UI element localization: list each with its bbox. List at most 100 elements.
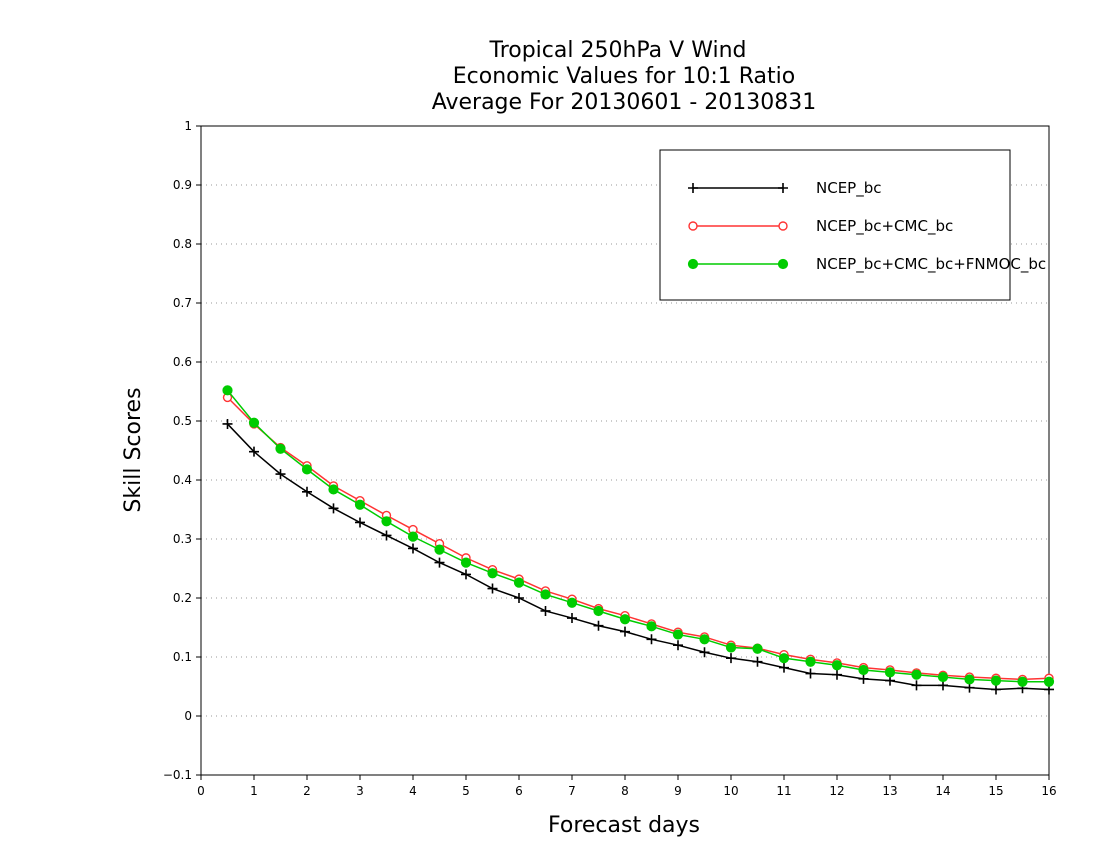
x-tick-label: 2 [303,784,311,798]
data-point-ncep-bc [726,653,736,664]
data-point-ncep-bc-cmc-bc-fnmoc-bc [434,544,445,555]
data-point-ncep-bc [487,583,498,594]
series-ncep-bc [222,418,1054,695]
x-tick-label: 7 [568,784,576,798]
data-point-ncep-bc-cmc-bc-fnmoc-bc [513,577,525,588]
data-point-ncep-bc [249,446,259,457]
chart-title-line-1: Tropical 250hPa V Wind [488,38,746,63]
y-tick-label: 0.1 [173,650,192,664]
x-axis-label: Forecast days [548,813,700,838]
data-point-ncep-bc-cmc-bc-fnmoc-bc [566,597,578,608]
legend-label-ncep-bc: NCEP_bc [816,179,882,198]
data-point-ncep-bc-cmc-bc-fnmoc-bc [964,674,975,685]
data-point-ncep-bc [673,640,683,651]
data-point-ncep-bc [991,684,1001,695]
data-point-ncep-bc-cmc-bc-fnmoc-bc [778,653,790,664]
data-point-ncep-bc-cmc-bc-fnmoc-bc [752,643,763,654]
legend-box [659,149,1011,301]
y-tick-label: 0.8 [173,237,192,251]
data-point-ncep-bc-cmc-bc-fnmoc-bc [805,656,816,667]
data-point-ncep-bc-cmc-bc-fnmoc-bc [487,568,498,579]
x-tick-label: 5 [462,784,470,798]
x-tick-label: 4 [409,784,417,798]
series-line-ncep-bc [226,423,1050,691]
series-line-ncep-bc-cmc-bc-fnmoc-bc [226,389,1049,683]
y-axis: −0.1 0 0.1 0.2 0.3 0.4 0.5 0.6 0.7 0.8 0.9 1 [163,119,201,782]
data-point-ncep-bc [567,613,577,624]
data-point-ncep-bc-cmc-bc-fnmoc-bc [1043,676,1055,687]
x-tick-label: 3 [356,784,364,798]
y-tick-label: 0.6 [173,355,192,369]
series-layer [222,385,1055,695]
data-point-ncep-bc-cmc-bc-fnmoc-bc [275,443,286,454]
x-axis: 0 1 2 3 4 5 6 7 8 9 10 11 12 13 14 15 16 [197,775,1057,798]
data-point-ncep-bc-cmc-bc-fnmoc-bc [831,660,843,671]
x-tick-label: 6 [515,784,523,798]
data-point-ncep-bc [461,569,471,580]
data-point-ncep-bc-cmc-bc-fnmoc-bc [646,621,657,632]
series-ncep-bc-cmc-bc [222,392,1054,685]
data-point-ncep-bc-cmc-bc-fnmoc-bc [354,499,366,510]
x-tick-label: 12 [829,784,844,798]
data-point-ncep-bc-cmc-bc-fnmoc-bc [725,642,737,653]
data-point-ncep-bc [408,543,418,554]
legend-marker-ncep-bc [778,183,788,193]
data-point-ncep-bc-cmc-bc-fnmoc-bc [381,516,392,527]
data-point-ncep-bc-cmc-bc-fnmoc-bc [301,464,313,475]
x-tick-label: 1 [250,784,258,798]
y-tick-label: −0.1 [163,768,192,782]
x-tick-label: 13 [882,784,897,798]
data-point-ncep-bc-cmc-bc-fnmoc-bc [593,605,604,617]
x-tick-label: 9 [674,784,682,798]
data-point-ncep-bc [779,662,789,673]
series-ncep-bc-cmc-bc-fnmoc-bc [222,385,1055,687]
chart-title-line-3: Average For 20130601 - 20130831 [432,90,817,115]
data-point-ncep-bc [593,620,604,631]
legend-label-ncep-bc-cmc-bc: NCEP_bc+CMC_bc [816,217,953,236]
data-point-ncep-bc-cmc-bc-fnmoc-bc [911,669,922,680]
y-tick-label: 0.3 [173,532,192,546]
data-point-ncep-bc [355,517,365,528]
x-tick-label: 11 [776,784,791,798]
y-tick-label: 1 [184,119,192,133]
legend-marker-ncep-bc-cmc-bc-fnmoc-bc [777,258,789,270]
data-point-ncep-bc [752,656,763,667]
x-tick-label: 14 [935,784,950,798]
legend: NCEP_bc NCEP_bc+CMC_bc NCEP_bc+CMC_bc+FNMO… [659,149,1046,301]
data-point-ncep-bc [222,418,233,429]
x-tick-label: 8 [621,784,629,798]
legend-marker-ncep-bc-cmc-bc-fnmoc-bc [687,258,699,270]
y-tick-label: 0.2 [173,591,192,605]
data-point-ncep-bc-cmc-bc-fnmoc-bc [407,531,419,542]
chart-title-line-2: Economic Values for 10:1 Ratio [453,64,795,89]
data-point-ncep-bc [699,647,710,658]
data-point-ncep-bc-cmc-bc-fnmoc-bc [884,667,896,678]
legend-label-ncep-bc-cmc-bc-fnmoc-bc: NCEP_bc+CMC_bc+FNMOC_bc [816,255,1046,274]
data-point-ncep-bc-cmc-bc-fnmoc-bc [858,664,869,676]
data-point-ncep-bc [832,669,842,680]
data-point-ncep-bc-cmc-bc-fnmoc-bc [222,385,233,396]
data-point-ncep-bc [620,626,630,637]
data-point-ncep-bc [302,486,312,497]
y-tick-label: 0 [184,709,192,723]
data-point-ncep-bc [911,680,922,691]
data-point-ncep-bc-cmc-bc-fnmoc-bc [619,614,631,625]
data-point-ncep-bc-cmc-bc-fnmoc-bc [672,629,684,640]
data-point-ncep-bc [275,469,286,480]
y-tick-label: 0.4 [173,473,192,487]
y-axis-label: Skill Scores [121,387,146,512]
x-tick-label: 15 [988,784,1003,798]
y-tick-label: 0.5 [173,414,192,428]
data-point-ncep-bc [540,605,551,616]
data-point-ncep-bc [646,634,657,645]
x-tick-label: 10 [723,784,738,798]
data-point-ncep-bc [805,668,816,679]
data-point-ncep-bc [381,530,392,541]
legend-marker-ncep-bc [688,183,698,193]
data-point-ncep-bc-cmc-bc-fnmoc-bc [1017,676,1028,687]
data-point-ncep-bc [434,557,445,568]
data-point-ncep-bc-cmc-bc-fnmoc-bc [990,675,1002,686]
legend-marker-ncep-bc-cmc-bc [778,221,788,231]
data-point-ncep-bc-cmc-bc-fnmoc-bc [460,557,472,568]
